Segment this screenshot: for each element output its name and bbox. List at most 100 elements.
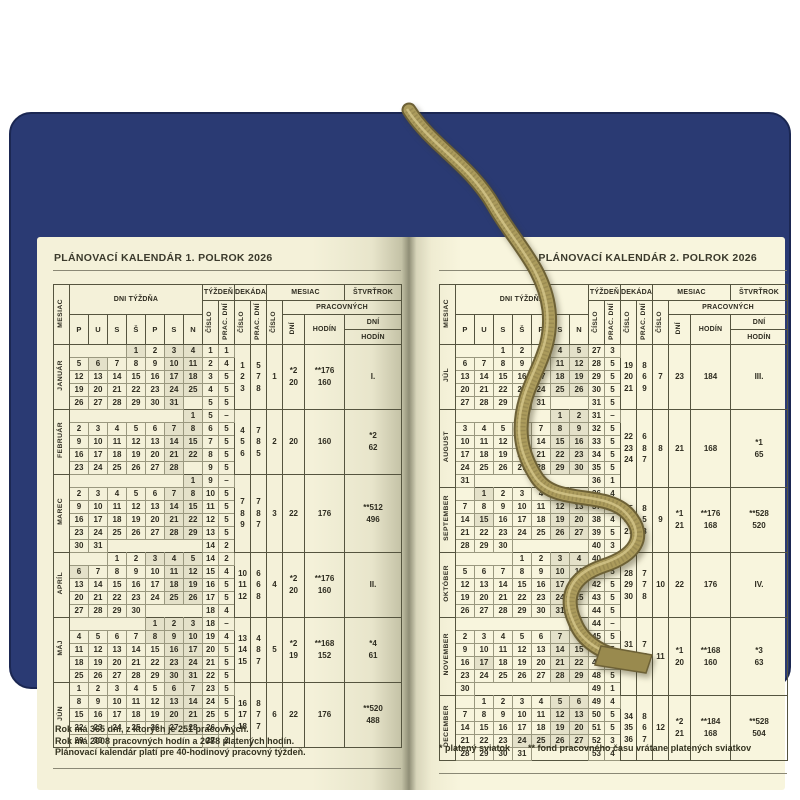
decade-numbers-cell-line: 13: [238, 633, 247, 643]
day-cell: 16: [69, 513, 89, 527]
day-cell: [146, 540, 165, 553]
day-cell: [69, 409, 89, 423]
month-number-cell: 5: [266, 617, 284, 683]
month-name-cell: MAREC: [53, 474, 70, 553]
day-cell: 26: [69, 396, 89, 410]
decade-workdays-header: PRAC. DNÍ: [250, 300, 268, 345]
month-days-header-label: DNÍ: [289, 322, 297, 335]
day-cell: 6: [455, 357, 475, 371]
day-cell: 16: [493, 721, 513, 735]
month-number-cell-line: 3: [272, 508, 277, 518]
decade-numbers-cell: 16 17 18: [234, 682, 252, 748]
week-workdays-header-label: PRAC. DNÍ: [608, 303, 616, 340]
week-number-cell: 36: [588, 474, 605, 488]
day-cell: 26: [88, 669, 108, 683]
month-number-cell-line: 5: [272, 645, 277, 655]
week-number-cell: 27: [588, 344, 605, 358]
page-title-left: PLÁNOVACÍ KALENDÁR 1. POLROK 2026: [54, 252, 273, 264]
day-cell: [550, 617, 570, 631]
day-cell: 24: [164, 383, 184, 397]
decade-numbers-cell: 31 32 33: [620, 617, 638, 696]
week-row: SEPTEMBER 1 2 3 4 5 6 36 4 25 26 27 8 5 8 9 *1 21 **176 168…: [439, 487, 789, 553]
month-name-label: APRÍL: [57, 571, 65, 595]
month-workdays-cell-line: *1: [675, 509, 684, 519]
quarter-summary-cell: **528 504: [730, 695, 789, 761]
quarter-summary-cell-line: 504: [752, 729, 766, 738]
day-cell: 11: [531, 708, 551, 722]
day-cell: 24: [88, 461, 108, 475]
day-cell: 4: [183, 344, 203, 358]
decade-numbers-cell-line: 5: [240, 437, 245, 447]
day-cell: 16: [455, 656, 475, 670]
week-row: 2 3 4 5 6 7 8 10 5: [54, 487, 402, 501]
day-cell: 19: [145, 708, 165, 722]
week-row: 15 16 17 18 19 20 21 25 5: [54, 708, 402, 722]
day-cell: 12: [569, 357, 589, 371]
day-cell: 30: [569, 461, 589, 475]
day-cell: [494, 683, 513, 696]
week-row: AUGUST 1 2 31–22 23 24 6 8 7 8 21 168 *1 65: [439, 409, 789, 488]
month-workdays-cell: 21: [668, 409, 692, 488]
day-cell: 12: [493, 435, 513, 449]
decade-numbers-cell-line: 17: [238, 710, 247, 720]
day-cell: 17: [512, 721, 532, 735]
month-number-cell-line: 1: [272, 372, 277, 382]
decade-numbers-cell-line: 35: [624, 723, 633, 733]
day-cell: 19: [512, 656, 532, 670]
quarter-summary-cell: **520 488: [344, 682, 403, 748]
day-cell: 26: [126, 461, 146, 475]
week-workdays-cell: 5: [217, 591, 236, 605]
day-cell: [512, 409, 532, 423]
quarter-summary-cell-line: 496: [366, 514, 380, 524]
decade-workdays-cell-line: 7: [256, 656, 261, 666]
month-hours-cell: 160: [304, 409, 346, 475]
week-number-cell: 25: [202, 708, 219, 722]
day-cell: [88, 474, 108, 488]
decade-numbers-cell-line: 29: [624, 580, 633, 590]
day-cell: 7: [531, 422, 551, 436]
day-cell: 18: [69, 656, 89, 670]
day-cell: 8: [550, 422, 570, 436]
week-number-cell: 34: [588, 448, 605, 462]
day-cell: 31: [88, 539, 108, 553]
quarter-summary-cell-line: **528: [749, 717, 769, 727]
day-cell: 30: [145, 396, 165, 410]
decade-numbers-cell-line: 20: [624, 372, 633, 382]
day-cell: 9: [512, 357, 532, 371]
day-cell: 4: [531, 487, 551, 501]
header-row: P U S Š P S N DNÍ HODÍN DNÍ: [54, 314, 403, 345]
day-cell: 21: [531, 448, 551, 462]
day-cell: 1: [145, 617, 165, 631]
week-group-header: TÝŽDEŇ: [201, 284, 236, 301]
week-number-cell: 22: [202, 669, 219, 683]
day-cell: 24: [455, 461, 475, 475]
month-days-header: DNÍ: [282, 314, 306, 345]
day-cell: 8: [474, 500, 494, 514]
week-group-header: TÝŽDEŇ: [587, 284, 622, 301]
week-row: 9 10 11 12 13 14 15 11 5: [54, 500, 402, 514]
day-cell: 15: [569, 643, 589, 657]
day-cell: 4: [550, 344, 570, 358]
day-cell: [474, 409, 494, 423]
week-row: 27 28 29 30 18 4: [54, 604, 402, 618]
day-cell: 12: [550, 500, 570, 514]
day-cell: [69, 474, 89, 488]
decade-number-header: ČÍSLO: [620, 300, 638, 345]
day-cell: 20: [145, 513, 165, 527]
day-cell: 2: [569, 409, 589, 423]
calendar-header: MESIAC DNI TÝŽDŇA TÝŽDEŇ DEKÁDA MESIAC ŠTVRŤR…: [439, 284, 789, 345]
day-cell: 6: [164, 682, 184, 696]
month-number-cell: 3: [266, 474, 284, 553]
day-cell: 14: [550, 643, 570, 657]
month-hours-cell: 176: [690, 552, 732, 618]
day-cell: 11: [107, 500, 127, 514]
week-number-header-label: ČÍSLO: [592, 310, 600, 333]
quarter-summary-cell: **528 520: [730, 487, 789, 553]
day-cell: 20: [69, 591, 89, 605]
decade-numbers-cell-line: 30: [624, 591, 633, 601]
day-cell: 23: [145, 383, 165, 397]
week-workdays-cell: 4: [603, 513, 622, 527]
